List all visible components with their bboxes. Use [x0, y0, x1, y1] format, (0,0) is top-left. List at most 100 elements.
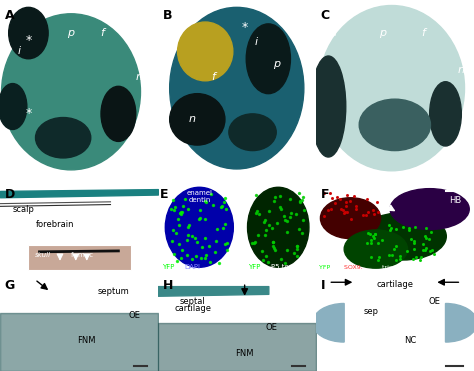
- Point: [385, 222, 392, 228]
- Ellipse shape: [429, 82, 461, 146]
- Text: cartilage: cartilage: [376, 280, 413, 289]
- Text: i: i: [18, 46, 20, 56]
- Point: [172, 230, 180, 236]
- Text: scalp: scalp: [13, 204, 35, 214]
- Point: [179, 203, 186, 209]
- Ellipse shape: [319, 6, 465, 171]
- Point: [188, 256, 195, 262]
- Point: [253, 192, 260, 198]
- Point: [212, 237, 219, 243]
- Point: [273, 220, 281, 226]
- Point: [396, 253, 403, 259]
- Point: [269, 239, 276, 245]
- Point: [283, 247, 291, 253]
- Point: [369, 233, 377, 239]
- Point: [248, 240, 256, 246]
- Text: DAPI: DAPI: [184, 264, 201, 270]
- Point: [276, 193, 283, 199]
- Ellipse shape: [344, 230, 408, 268]
- Point: [347, 216, 355, 222]
- Point: [385, 252, 392, 258]
- Text: C: C: [320, 9, 329, 22]
- Point: [296, 198, 303, 204]
- Point: [293, 253, 301, 259]
- Point: [261, 217, 268, 223]
- Point: [320, 190, 328, 196]
- Ellipse shape: [101, 86, 136, 141]
- Text: septum: septum: [98, 288, 129, 296]
- Point: [220, 199, 228, 205]
- Point: [373, 199, 381, 205]
- Point: [410, 238, 418, 244]
- Point: [359, 211, 366, 217]
- Point: [421, 233, 428, 239]
- Point: [174, 216, 182, 222]
- Point: [184, 206, 192, 212]
- Ellipse shape: [170, 93, 225, 145]
- Text: FNM: FNM: [78, 336, 96, 345]
- Point: [340, 207, 347, 213]
- Ellipse shape: [165, 187, 233, 267]
- Point: [295, 190, 303, 196]
- Point: [175, 241, 183, 247]
- Text: F: F: [320, 188, 329, 201]
- Point: [294, 243, 301, 249]
- Point: [367, 254, 374, 260]
- Point: [219, 224, 227, 230]
- Point: [282, 260, 289, 266]
- Ellipse shape: [359, 213, 447, 260]
- Ellipse shape: [36, 118, 91, 158]
- Point: [422, 234, 430, 240]
- Text: f: f: [421, 28, 425, 38]
- Point: [343, 192, 351, 198]
- Point: [342, 203, 349, 209]
- Point: [298, 197, 306, 203]
- Point: [195, 216, 203, 221]
- Point: [419, 247, 426, 253]
- Point: [196, 216, 204, 221]
- Point: [375, 255, 383, 260]
- Point: [272, 247, 279, 253]
- Point: [410, 240, 418, 246]
- Point: [392, 257, 400, 263]
- Point: [251, 239, 259, 244]
- Point: [223, 247, 230, 253]
- Point: [208, 191, 215, 197]
- Text: f: f: [100, 28, 105, 38]
- Point: [290, 250, 298, 256]
- Point: [250, 240, 257, 246]
- Point: [211, 249, 219, 255]
- Point: [301, 207, 308, 213]
- Text: n: n: [136, 72, 142, 82]
- Ellipse shape: [9, 7, 48, 59]
- Text: n: n: [189, 114, 196, 124]
- Point: [428, 229, 435, 235]
- Point: [272, 194, 279, 200]
- Point: [170, 207, 178, 213]
- Text: FNM: FNM: [236, 349, 254, 358]
- Point: [390, 246, 397, 252]
- Point: [183, 252, 191, 258]
- Point: [177, 255, 185, 261]
- Text: *: *: [25, 34, 32, 47]
- Point: [262, 232, 269, 238]
- Text: forebrain: forebrain: [36, 220, 74, 229]
- Text: A: A: [5, 9, 14, 22]
- Point: [178, 247, 185, 253]
- Wedge shape: [312, 303, 344, 342]
- Point: [299, 194, 307, 200]
- Point: [262, 227, 270, 233]
- Point: [201, 235, 209, 241]
- Point: [278, 206, 285, 211]
- Text: E: E: [160, 188, 169, 201]
- Point: [287, 214, 294, 220]
- Point: [268, 225, 276, 231]
- Point: [409, 256, 417, 262]
- Text: n: n: [458, 65, 465, 75]
- Point: [206, 259, 214, 265]
- Text: HB: HB: [449, 196, 461, 204]
- Point: [177, 209, 185, 215]
- Point: [263, 253, 270, 259]
- Point: [324, 207, 331, 213]
- Point: [177, 211, 185, 217]
